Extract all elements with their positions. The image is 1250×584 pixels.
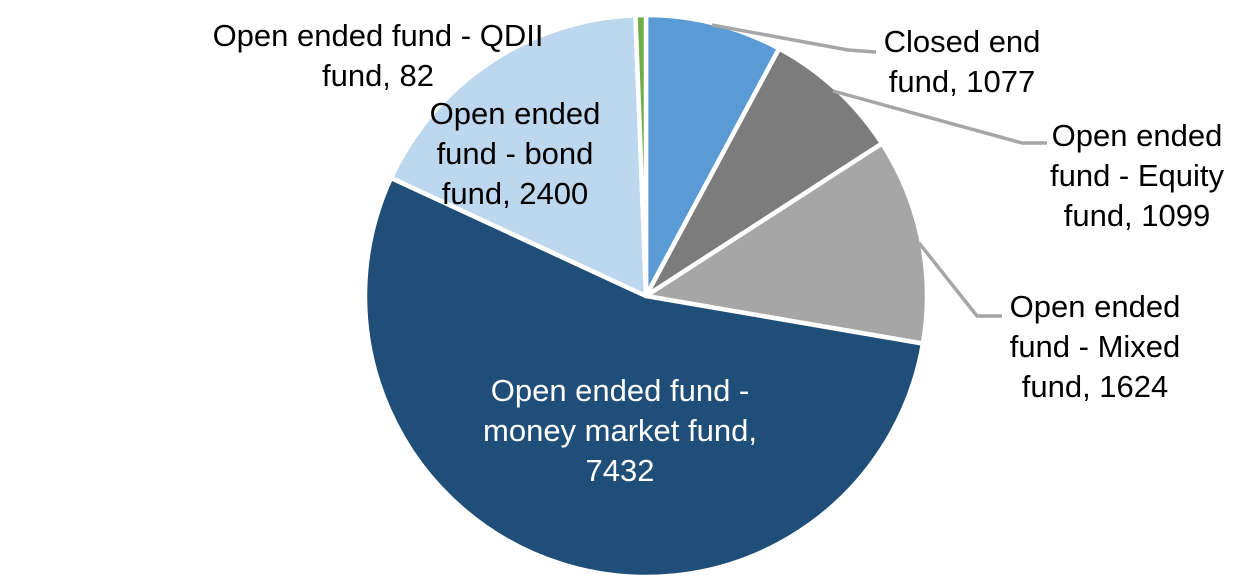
slice-label-line: Open ended xyxy=(1009,289,1181,324)
pie-slice-open-ended-bond-fund[interactable] xyxy=(388,12,649,299)
slice-label-line: fund, 2400 xyxy=(441,176,589,211)
slice-label-line: fund, 1099 xyxy=(1063,198,1211,233)
slice-label-line: fund, 82 xyxy=(321,58,435,93)
slice-label-open-ended-mixed-fund: Open ended fund - Mixed fund, 1624 xyxy=(1010,287,1181,407)
pie-slice-closed-end-fund[interactable] xyxy=(643,12,782,299)
pie-slice-open-ended-equity-fund[interactable] xyxy=(643,46,885,299)
slice-label-line: 7432 xyxy=(585,453,655,488)
slice-label-line: money market fund, xyxy=(483,413,757,448)
leader-line-open-ended-mixed-fund xyxy=(917,241,1002,318)
slice-label-open-ended-bond-fund: Open ended fund - bond fund, 2400 xyxy=(430,94,601,214)
slice-label-line: Open ended xyxy=(429,96,601,131)
pie-slice-open-ended-mixed-fund[interactable] xyxy=(643,141,930,346)
slice-label-open-ended-qdii-fund: Open ended fund - QDII fund, 82 xyxy=(213,16,544,96)
slice-label-open-ended-money-market-fund: Open ended fund - money market fund, 7432 xyxy=(483,371,757,491)
slice-label-line: fund, 1077 xyxy=(888,64,1036,99)
pie-slice-open-ended-qdii-fund[interactable] xyxy=(633,12,649,299)
slice-label-line: Open ended xyxy=(1051,118,1223,153)
slice-label-line: fund - Equity xyxy=(1049,158,1225,193)
slice-label-line: Closed end xyxy=(883,24,1041,59)
leader-line-open-ended-equity-fund xyxy=(832,89,1047,145)
slice-label-open-ended-equity-fund: Open ended fund - Equity fund, 1099 xyxy=(1050,116,1224,236)
pie-slice-open-ended-money-market-fund[interactable] xyxy=(362,175,926,580)
slice-label-line: fund - Mixed xyxy=(1009,329,1181,364)
slice-label-line: fund, 1624 xyxy=(1021,369,1169,404)
leader-line-closed-end-fund xyxy=(711,23,877,54)
slice-label-line: Open ended fund - QDII xyxy=(212,18,544,53)
slice-label-line: Open ended fund - xyxy=(490,373,750,408)
slice-label-line: fund - bond xyxy=(436,136,594,171)
slice-label-closed-end-fund: Closed end fund, 1077 xyxy=(884,22,1041,102)
